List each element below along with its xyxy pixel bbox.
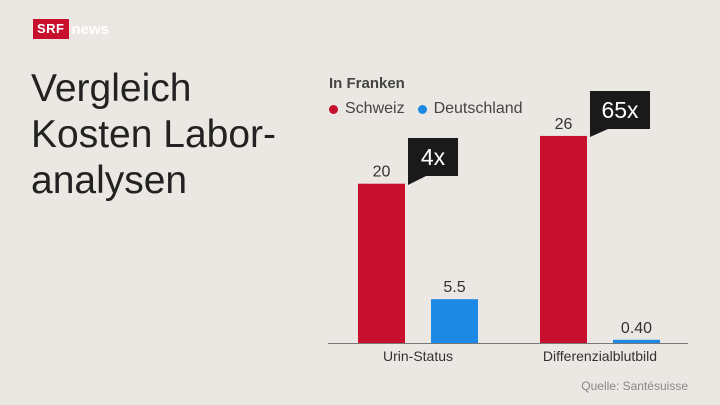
data-label: 26 [555,116,573,133]
data-label: 20 [373,164,391,181]
legend-label-schweiz: Schweiz [345,100,405,117]
bar-schweiz-2 [540,135,587,343]
category-label: Differenzialblutbild [543,348,657,364]
bar-deutschland-1 [431,299,478,343]
data-label: 5.5 [443,279,465,296]
bar-schweiz-1 [358,183,405,343]
legend-swatch-deutschland [417,104,427,114]
title-line-2: Kosten Labor- [31,113,276,156]
logo-box: SRF [33,19,69,39]
ratio-label: 65x [601,97,639,123]
legend-swatch-schweiz [329,104,338,114]
ratio-callout-box [408,138,458,185]
source-note: Quelle: Santésuisse [581,379,688,393]
title-line-3: analysen [31,159,188,202]
ratio-callout-box [590,91,650,137]
chart-title: Vergleich Kosten Labor- analysen [31,66,311,204]
bar-deutschland-2 [613,339,660,343]
legend-item-deutschland: Deutschland [417,100,523,118]
legend-item-schweiz: Schweiz [329,100,405,118]
unit-label: In Franken [329,75,405,92]
logo-word: news [71,20,110,38]
legend: Schweiz Deutschland [329,100,536,118]
legend-label-deutschland: Deutschland [433,100,523,117]
data-label: 0.40 [621,320,652,337]
ratio-label: 4x [421,144,446,170]
srf-news-logo: SRF news [33,19,109,39]
category-label: Urin-Status [383,348,453,364]
title-line-1: Vergleich [31,67,192,110]
